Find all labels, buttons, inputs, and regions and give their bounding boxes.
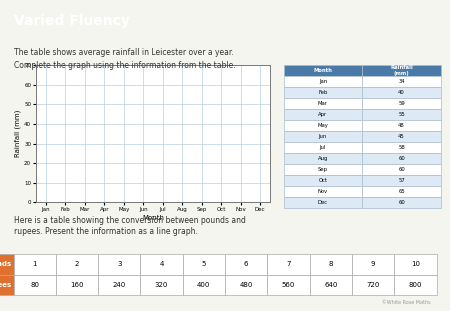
Text: Varied Fluency: Varied Fluency	[14, 14, 130, 28]
Text: The table shows average rainfall in Leicester over a year.: The table shows average rainfall in Leic…	[14, 48, 233, 57]
X-axis label: Month: Month	[142, 215, 164, 221]
Text: Here is a table showing the conversion between pounds and: Here is a table showing the conversion b…	[14, 216, 245, 225]
Text: rupees. Present the information as a line graph.: rupees. Present the information as a lin…	[14, 227, 198, 236]
Text: Complete the graph using the information from the table.: Complete the graph using the information…	[14, 61, 235, 70]
Y-axis label: Rainfall (mm): Rainfall (mm)	[15, 110, 21, 157]
Text: ©White Rose Maths: ©White Rose Maths	[382, 300, 431, 305]
